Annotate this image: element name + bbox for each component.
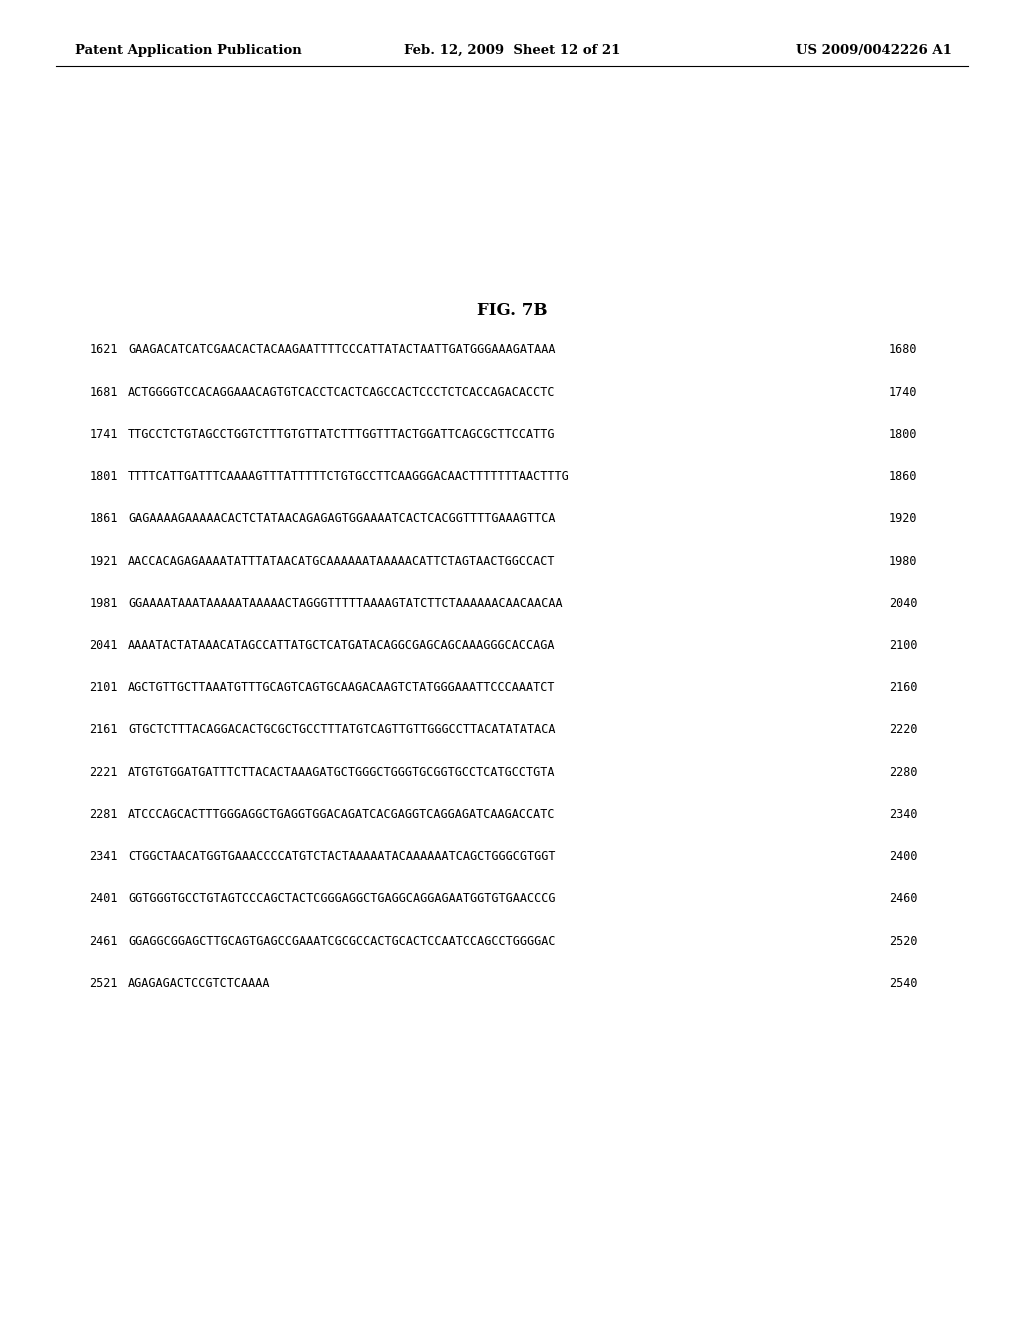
Text: 2540: 2540: [889, 977, 918, 990]
Text: 1740: 1740: [889, 385, 918, 399]
Text: US 2009/0042226 A1: US 2009/0042226 A1: [797, 44, 952, 57]
Text: 1680: 1680: [889, 343, 918, 356]
Text: 2281: 2281: [89, 808, 118, 821]
Text: AGAGAGACTCCGTCTCAAAA: AGAGAGACTCCGTCTCAAAA: [128, 977, 270, 990]
Text: ATCCCAGCACTTTGGGAGGCTGAGGTGGACAGATCACGAGGTCAGGAGATCAAGACCATC: ATCCCAGCACTTTGGGAGGCTGAGGTGGACAGATCACGAG…: [128, 808, 555, 821]
Text: 2100: 2100: [889, 639, 918, 652]
Text: AGCTGTTGCTTAAATGTTTGCAGTCAGTGCAAGACAAGTCTATGGGAAATTCCCAAATCT: AGCTGTTGCTTAAATGTTTGCAGTCAGTGCAAGACAAGTC…: [128, 681, 555, 694]
Text: TTTTCATTGATTTCAAAAGTTTATTTTTCTGTGCCTTCAAGGGACAACTTTTTTTAACTTTG: TTTTCATTGATTTCAAAAGTTTATTTTTCTGTGCCTTCAA…: [128, 470, 569, 483]
Text: FIG. 7B: FIG. 7B: [477, 302, 547, 318]
Text: 1980: 1980: [889, 554, 918, 568]
Text: 2041: 2041: [89, 639, 118, 652]
Text: GGAAAATAAATAAAAATAAAAACTAGGGTTTTTAAAAGTATCTTCTAAAAAACAACAACAA: GGAAAATAAATAAAAATAAAAACTAGGGTTTTTAAAAGTA…: [128, 597, 562, 610]
Text: 2040: 2040: [889, 597, 918, 610]
Text: 2101: 2101: [89, 681, 118, 694]
Text: Feb. 12, 2009  Sheet 12 of 21: Feb. 12, 2009 Sheet 12 of 21: [403, 44, 621, 57]
Text: 1800: 1800: [889, 428, 918, 441]
Text: 1860: 1860: [889, 470, 918, 483]
Text: CTGGCTAACATGGTGAAACCCCATGTCTACTAAAAATACAAAAAATCAGCTGGGCGTGGT: CTGGCTAACATGGTGAAACCCCATGTCTACTAAAAATACA…: [128, 850, 555, 863]
Text: GAAGACATCATCGAACACTACAAGAATTTTCCCATTATACTAATTGATGGGAAAGATAAA: GAAGACATCATCGAACACTACAAGAATTTTCCCATTATAC…: [128, 343, 555, 356]
Text: 1920: 1920: [889, 512, 918, 525]
Text: 2221: 2221: [89, 766, 118, 779]
Text: 2161: 2161: [89, 723, 118, 737]
Text: ATGTGTGGATGATTTCTTACACTAAAGATGCTGGGCTGGGTGCGGTGCCTCATGCCTGTA: ATGTGTGGATGATTTCTTACACTAAAGATGCTGGGCTGGG…: [128, 766, 555, 779]
Text: TTGCCTCTGTAGCCTGGTCTTTGTGTTATCTTTGGTTTACTGGATTCAGCGCTTCCATTG: TTGCCTCTGTAGCCTGGTCTTTGTGTTATCTTTGGTTTAC…: [128, 428, 555, 441]
Text: 1981: 1981: [89, 597, 118, 610]
Text: 2520: 2520: [889, 935, 918, 948]
Text: 2400: 2400: [889, 850, 918, 863]
Text: GTGCTCTTTACAGGACACTGCGCTGCCTTTATGTCAGTTGTTGGGCCTTACATATATACA: GTGCTCTTTACAGGACACTGCGCTGCCTTTATGTCAGTTG…: [128, 723, 555, 737]
Text: 2341: 2341: [89, 850, 118, 863]
Text: 2521: 2521: [89, 977, 118, 990]
Text: 2160: 2160: [889, 681, 918, 694]
Text: 1921: 1921: [89, 554, 118, 568]
Text: 1801: 1801: [89, 470, 118, 483]
Text: 2401: 2401: [89, 892, 118, 906]
Text: 1741: 1741: [89, 428, 118, 441]
Text: ACTGGGGTCCACAGGAAACAGTGTCACCTCACTCAGCCACTCCCTCTCACCAGACACCTC: ACTGGGGTCCACAGGAAACAGTGTCACCTCACTCAGCCAC…: [128, 385, 555, 399]
Text: 1621: 1621: [89, 343, 118, 356]
Text: 2340: 2340: [889, 808, 918, 821]
Text: Patent Application Publication: Patent Application Publication: [75, 44, 301, 57]
Text: 1681: 1681: [89, 385, 118, 399]
Text: 2461: 2461: [89, 935, 118, 948]
Text: 2460: 2460: [889, 892, 918, 906]
Text: AACCACAGAGAAAATATTTATAACATGCAAAAAATAAAAACATTCTAGTAACTGGCCACT: AACCACAGAGAAAATATTTATAACATGCAAAAAATAAAAA…: [128, 554, 555, 568]
Text: 2280: 2280: [889, 766, 918, 779]
Text: GGAGGCGGAGCTTGCAGTGAGCCGAAATCGCGCCACTGCACTCCAATCCAGCCTGGGGAC: GGAGGCGGAGCTTGCAGTGAGCCGAAATCGCGCCACTGCA…: [128, 935, 555, 948]
Text: AAAATACTATAAACATAGCCATTATGCTCATGATACAGGCGAGCAGCAAAGGGCACCAGA: AAAATACTATAAACATAGCCATTATGCTCATGATACAGGC…: [128, 639, 555, 652]
Text: GAGAAAAGAAAAACACTCTATAACAGAGAGTGGAAAATCACTCACGGTTTTGAAAGTTCA: GAGAAAAGAAAAACACTCTATAACAGAGAGTGGAAAATCA…: [128, 512, 555, 525]
Text: 1861: 1861: [89, 512, 118, 525]
Text: 2220: 2220: [889, 723, 918, 737]
Text: GGTGGGTGCCTGTAGTCCCAGCTACTCGGGAGGCTGAGGCAGGAGAATGGTGTGAACCCG: GGTGGGTGCCTGTAGTCCCAGCTACTCGGGAGGCTGAGGC…: [128, 892, 555, 906]
